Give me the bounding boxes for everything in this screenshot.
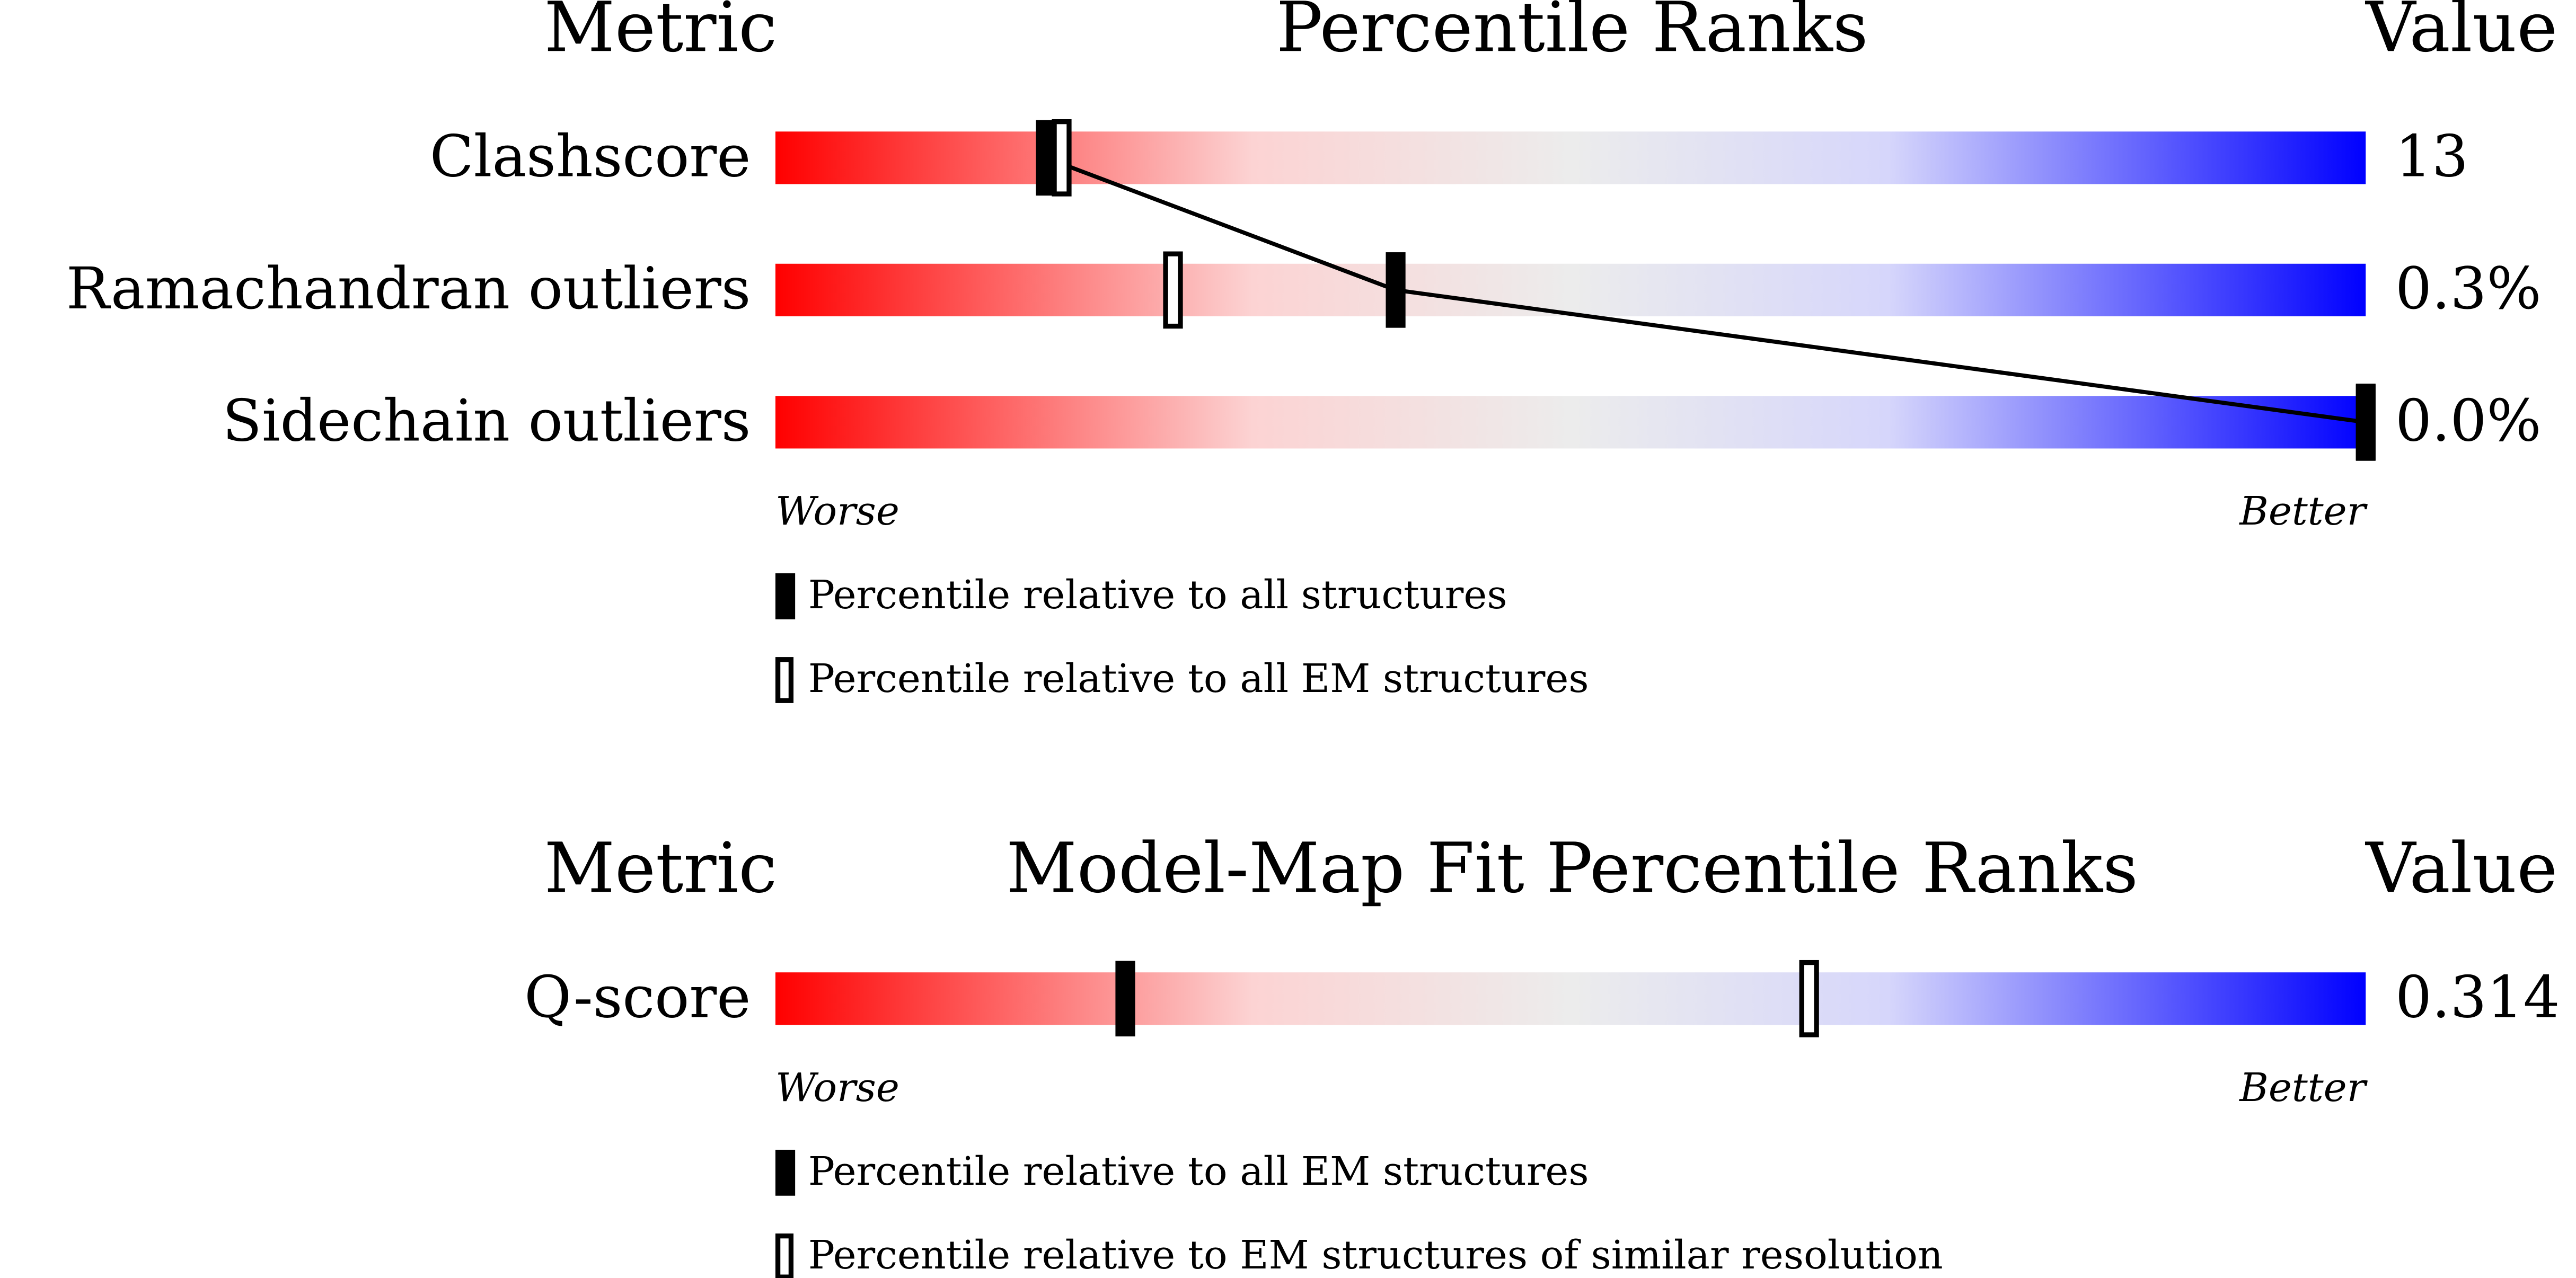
percentile-marker-open — [1163, 251, 1183, 329]
percentile-marker-filled — [2356, 384, 2376, 460]
legend-label: Percentile relative to all EM structures — [808, 1148, 1589, 1194]
metric-label: Sidechain outliers — [223, 387, 751, 454]
legend-label: Percentile relative to EM structures of … — [808, 1232, 1943, 1278]
legend-swatch-open — [775, 657, 794, 703]
header-value: Value — [2365, 828, 2557, 908]
worse-label: Worse — [775, 1064, 899, 1111]
header-value: Value — [2365, 0, 2557, 67]
legend-label: Percentile relative to all EM structures — [808, 655, 1589, 702]
header-title: Percentile Ranks — [1276, 0, 1868, 67]
legend-swatch-open — [775, 1233, 794, 1278]
metric-label: Q-score — [524, 963, 751, 1031]
percentile-bar — [775, 131, 2366, 184]
percentile-marker-filled — [1115, 961, 1135, 1037]
header-metric: Metric — [544, 0, 777, 67]
header-title: Model-Map Fit Percentile Ranks — [1006, 828, 2138, 908]
header-metric: Metric — [544, 828, 777, 908]
better-label: Better — [2238, 1064, 2368, 1111]
metric-value: 0.314 — [2395, 963, 2560, 1031]
percentile-bar — [775, 263, 2366, 316]
percentile-marker-filled — [1036, 120, 1056, 196]
metric-label: Clashscore — [430, 122, 751, 190]
legend-swatch-filled — [775, 1149, 796, 1196]
percentile-marker-open — [1052, 119, 1072, 197]
legend-label: Percentile relative to all structures — [808, 572, 1507, 618]
metric-value: 0.3% — [2395, 255, 2542, 322]
metric-value: 0.0% — [2395, 387, 2542, 454]
worse-label: Worse — [775, 488, 899, 534]
percentile-marker-open — [1799, 960, 1819, 1037]
legend-swatch-filled — [775, 573, 796, 619]
metric-value: 13 — [2395, 122, 2468, 190]
better-label: Better — [2238, 488, 2368, 534]
percentile-bar — [775, 396, 2366, 449]
percentile-marker-filled — [1386, 252, 1406, 328]
percentile-bar — [775, 972, 2366, 1025]
metric-label: Ramachandran outliers — [66, 255, 751, 322]
